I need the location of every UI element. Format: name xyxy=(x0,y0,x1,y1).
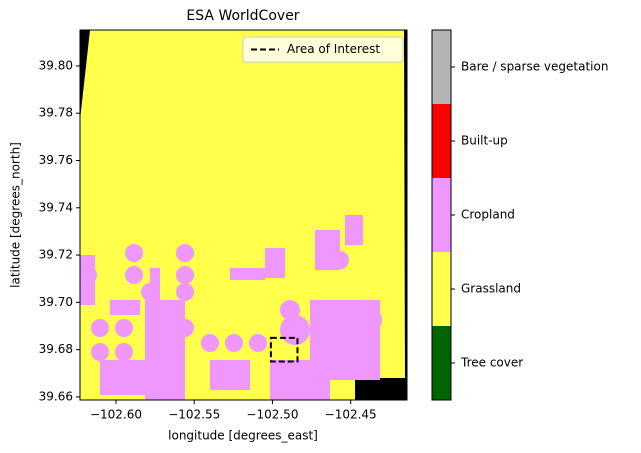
y-tick-label: 39.80 xyxy=(39,58,73,72)
legend-label: Area of Interest xyxy=(287,42,380,56)
colorbar-segment xyxy=(432,104,451,178)
cropland-field xyxy=(210,360,250,390)
colorbar-segment xyxy=(432,178,451,252)
plot-frame xyxy=(79,29,408,401)
cropland-pivot xyxy=(176,319,194,337)
cropland-pivot xyxy=(115,319,133,337)
cropland-pivot xyxy=(115,343,133,361)
cropland-pivot xyxy=(141,283,159,301)
colorbar-segment xyxy=(432,252,451,326)
area-of-interest xyxy=(269,336,299,363)
cropland-field xyxy=(230,268,265,280)
cropland-pivot xyxy=(125,266,143,284)
colorbar-segment xyxy=(432,30,451,104)
cropland-field xyxy=(100,360,145,395)
x-tick-label: −102.50 xyxy=(246,408,298,422)
colorbar-frame xyxy=(431,29,452,401)
land-cover-raster xyxy=(80,30,407,400)
x-axis-label: longitude [degrees_east] xyxy=(168,429,318,443)
colorbar-label: Cropland xyxy=(461,208,515,222)
cropland-field xyxy=(145,300,185,400)
y-tick-label: 39.78 xyxy=(39,106,73,120)
cropland-field xyxy=(270,360,330,400)
cropland-field xyxy=(345,215,363,245)
cropland-pivot xyxy=(91,319,109,337)
cropland-pivot xyxy=(176,266,194,284)
chart-title: ESA WorldCover xyxy=(186,8,299,24)
colorbar-segment xyxy=(432,326,451,400)
cropland-pivot xyxy=(176,244,194,262)
x-tick-label: −102.45 xyxy=(325,408,377,422)
colorbar-label: Grassland xyxy=(461,282,521,296)
x-tick-label: −102.55 xyxy=(168,408,220,422)
y-tick-label: 39.66 xyxy=(39,389,73,403)
cropland-pivot xyxy=(280,315,310,345)
cropland-pivot xyxy=(80,266,97,284)
y-tick-label: 39.70 xyxy=(39,295,73,309)
cropland-field xyxy=(110,300,140,315)
colorbar-label: Bare / sparse vegetation xyxy=(461,60,608,74)
y-tick-label: 39.72 xyxy=(39,248,73,262)
cropland-field xyxy=(265,248,285,278)
cropland-pivot xyxy=(331,251,349,269)
cropland-pivot xyxy=(358,308,382,332)
cropland-pivot xyxy=(91,343,109,361)
cropland-pivot xyxy=(225,334,243,352)
cropland-pivot xyxy=(335,325,365,355)
colorbar-label: Built-up xyxy=(461,134,508,148)
y-tick-label: 39.68 xyxy=(39,342,73,356)
cropland-pivot xyxy=(201,334,219,352)
y-tick-label: 39.74 xyxy=(39,200,73,214)
cropland-pivot xyxy=(249,334,267,352)
colorbar-label: Tree cover xyxy=(460,356,523,370)
x-tick-label: −102.60 xyxy=(90,408,142,422)
y-axis-label: latitude [degrees_north] xyxy=(9,142,23,288)
y-tick-label: 39.76 xyxy=(39,153,73,167)
legend-box xyxy=(242,36,404,63)
cropland-pivot xyxy=(280,300,300,320)
cropland-pivot xyxy=(125,244,143,262)
cropland-pivot xyxy=(176,283,194,301)
